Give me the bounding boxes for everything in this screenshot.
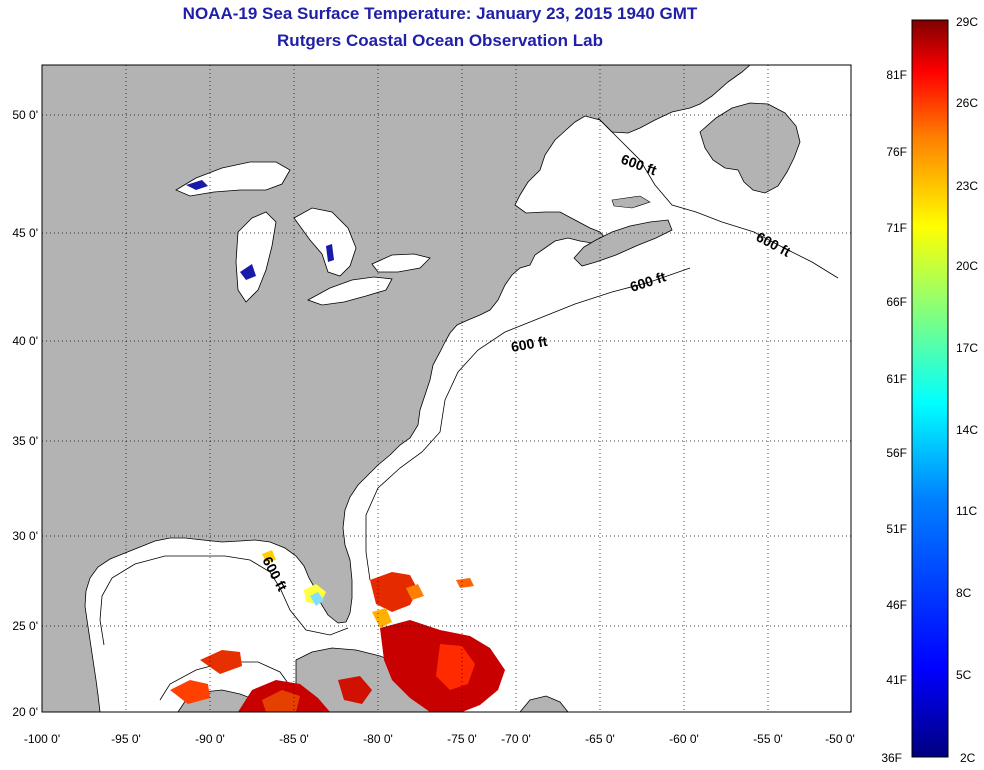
celsius-label: 11C <box>956 504 977 518</box>
fahrenheit-label: 41F <box>886 673 907 687</box>
latitude-labels: 20 0' 25 0' 30 0' 35 0' 40 0' 45 0' 50 0… <box>12 108 38 719</box>
lat-label: 25 0' <box>12 619 38 633</box>
title-line-2: Rutgers Coastal Ocean Observation Lab <box>277 31 603 50</box>
sst-data <box>170 550 505 712</box>
lat-label: 50 0' <box>12 108 38 122</box>
fahrenheit-label: 46F <box>886 598 907 612</box>
isobath-label-4: 600 ft <box>510 333 549 355</box>
lat-label: 40 0' <box>12 334 38 348</box>
land-nova-scotia <box>573 219 673 267</box>
celsius-label: 23C <box>956 179 978 193</box>
celsius-label: 26C <box>956 96 978 110</box>
land-hispaniola <box>519 695 569 712</box>
lat-label: 30 0' <box>12 529 38 543</box>
lon-label: -50 0' <box>825 732 855 746</box>
fahrenheit-label: 76F <box>886 145 907 159</box>
lon-label: -75 0' <box>447 732 477 746</box>
lat-label: 45 0' <box>12 226 38 240</box>
land-newfoundland <box>699 102 801 194</box>
map-frame <box>41 64 852 713</box>
lon-label: -70 0' <box>501 732 531 746</box>
lon-label: -85 0' <box>279 732 309 746</box>
title-line-1: NOAA-19 Sea Surface Temperature: January… <box>182 4 698 23</box>
colorbar <box>911 19 949 758</box>
isobath-600ft <box>99 117 839 701</box>
celsius-label: 20C <box>956 259 978 273</box>
lon-label: -55 0' <box>753 732 783 746</box>
celsius-label: 29C <box>956 15 978 29</box>
longitude-labels: -100 0' -95 0' -90 0' -85 0' -80 0' -75 … <box>24 732 855 746</box>
fahrenheit-label: 56F <box>886 446 907 460</box>
lat-label: 35 0' <box>12 434 38 448</box>
lake-cold-patches <box>186 180 334 280</box>
celsius-label: 2C <box>960 751 976 765</box>
fahrenheit-label: 36F <box>881 751 902 765</box>
celsius-label: 17C <box>956 341 978 355</box>
celsius-label: 8C <box>956 586 972 600</box>
lon-label: -100 0' <box>24 732 60 746</box>
land-north-america <box>42 65 751 712</box>
great-lakes <box>175 161 431 306</box>
land-anticosti <box>611 195 651 209</box>
graticule <box>42 65 851 712</box>
fahrenheit-label: 66F <box>886 295 907 309</box>
celsius-label: 5C <box>956 668 972 682</box>
fahrenheit-label: 71F <box>886 221 907 235</box>
colorbar-celsius-labels: 29C 26C 23C 20C 17C 14C 11C 8C 5C 2C <box>956 15 978 765</box>
celsius-label: 14C <box>956 423 978 437</box>
colorbar-fahrenheit-labels: 81F 76F 71F 66F 61F 56F 51F 46F 41F 36F <box>881 68 907 765</box>
lon-label: -90 0' <box>195 732 225 746</box>
lat-label: 20 0' <box>12 705 38 719</box>
fahrenheit-label: 51F <box>886 522 907 536</box>
lon-label: -65 0' <box>585 732 615 746</box>
lon-label: -95 0' <box>111 732 141 746</box>
fahrenheit-label: 61F <box>886 372 907 386</box>
fahrenheit-label: 81F <box>886 68 907 82</box>
lon-label: -80 0' <box>363 732 393 746</box>
lon-label: -60 0' <box>669 732 699 746</box>
